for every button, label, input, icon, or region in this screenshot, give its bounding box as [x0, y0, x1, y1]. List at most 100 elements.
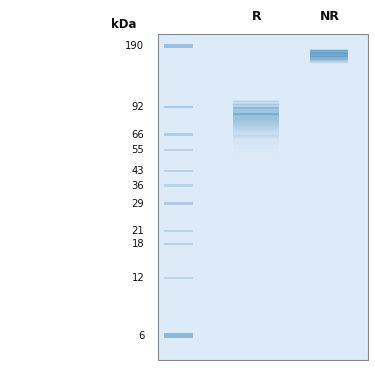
Bar	[310, 59, 348, 60]
Bar	[310, 51, 348, 52]
Bar	[310, 57, 348, 58]
Bar	[233, 103, 279, 104]
Bar	[233, 128, 279, 129]
Bar	[233, 131, 279, 132]
Bar	[233, 145, 279, 146]
Bar	[233, 142, 279, 144]
Bar	[310, 56, 348, 57]
Bar	[310, 60, 348, 61]
Bar	[233, 160, 279, 162]
Bar	[233, 154, 279, 156]
Bar	[233, 101, 279, 102]
Bar	[164, 243, 193, 245]
Bar	[310, 53, 348, 54]
Bar	[164, 44, 193, 48]
Bar	[164, 106, 193, 108]
Bar	[310, 61, 348, 62]
Text: 29: 29	[132, 199, 144, 209]
Bar	[310, 50, 348, 51]
Bar	[310, 60, 348, 61]
Bar	[310, 51, 348, 52]
Bar	[233, 123, 279, 124]
Bar	[233, 150, 279, 152]
Bar	[233, 152, 279, 153]
Bar	[233, 148, 279, 150]
Text: 12: 12	[132, 273, 144, 283]
Bar	[233, 135, 279, 136]
Bar	[310, 63, 348, 64]
Text: 190: 190	[125, 41, 144, 51]
Bar	[233, 108, 279, 109]
Bar	[233, 122, 279, 123]
Bar	[310, 53, 348, 54]
Bar	[233, 112, 279, 114]
Bar	[310, 54, 348, 55]
Bar	[310, 58, 348, 59]
Bar	[233, 114, 279, 116]
Bar	[233, 140, 279, 141]
Text: 36: 36	[132, 181, 144, 190]
Bar	[233, 110, 279, 111]
Bar	[233, 119, 279, 120]
Bar	[233, 139, 279, 140]
Bar	[310, 61, 348, 62]
Bar	[233, 126, 279, 127]
Bar	[164, 184, 193, 187]
Bar	[310, 51, 348, 52]
Bar	[233, 102, 279, 103]
Bar	[233, 162, 279, 164]
Bar	[310, 52, 348, 53]
Bar	[233, 120, 279, 121]
Bar	[233, 133, 279, 134]
Bar	[233, 109, 279, 110]
Bar	[233, 108, 279, 109]
Bar	[233, 113, 279, 115]
Bar	[310, 57, 348, 58]
Bar	[233, 138, 279, 139]
Bar	[233, 106, 279, 108]
Bar	[310, 52, 348, 53]
Bar	[233, 115, 279, 116]
Bar	[233, 144, 279, 145]
Bar	[310, 55, 348, 56]
Bar	[233, 118, 279, 119]
Bar	[310, 60, 348, 61]
Bar	[310, 57, 348, 58]
Bar	[310, 52, 348, 53]
Bar	[233, 104, 279, 105]
Bar	[233, 147, 279, 149]
Bar	[233, 106, 279, 107]
Bar	[310, 55, 348, 56]
Bar	[164, 149, 193, 151]
Bar	[233, 130, 279, 131]
Bar	[233, 129, 279, 130]
Bar	[310, 53, 348, 54]
Bar	[233, 132, 279, 133]
Bar	[233, 157, 279, 159]
Bar	[164, 277, 193, 279]
Text: 21: 21	[132, 226, 144, 236]
Bar	[233, 156, 279, 158]
Bar	[310, 59, 348, 60]
Bar	[164, 333, 193, 338]
Bar	[310, 50, 348, 51]
Bar	[310, 56, 348, 57]
Bar	[233, 159, 279, 160]
Bar	[233, 124, 279, 126]
Bar	[233, 136, 279, 138]
Bar	[164, 230, 193, 232]
Bar	[310, 54, 348, 55]
Bar	[164, 170, 193, 172]
Bar	[233, 111, 279, 112]
Bar	[310, 58, 348, 59]
Bar	[310, 51, 348, 52]
Text: 18: 18	[132, 239, 144, 249]
Bar	[233, 127, 279, 128]
Bar	[233, 153, 279, 154]
Text: 43: 43	[132, 166, 144, 176]
Text: 92: 92	[132, 102, 144, 112]
Text: R: R	[251, 10, 261, 23]
Bar	[310, 56, 348, 57]
Bar	[233, 116, 279, 117]
Bar	[310, 54, 348, 55]
